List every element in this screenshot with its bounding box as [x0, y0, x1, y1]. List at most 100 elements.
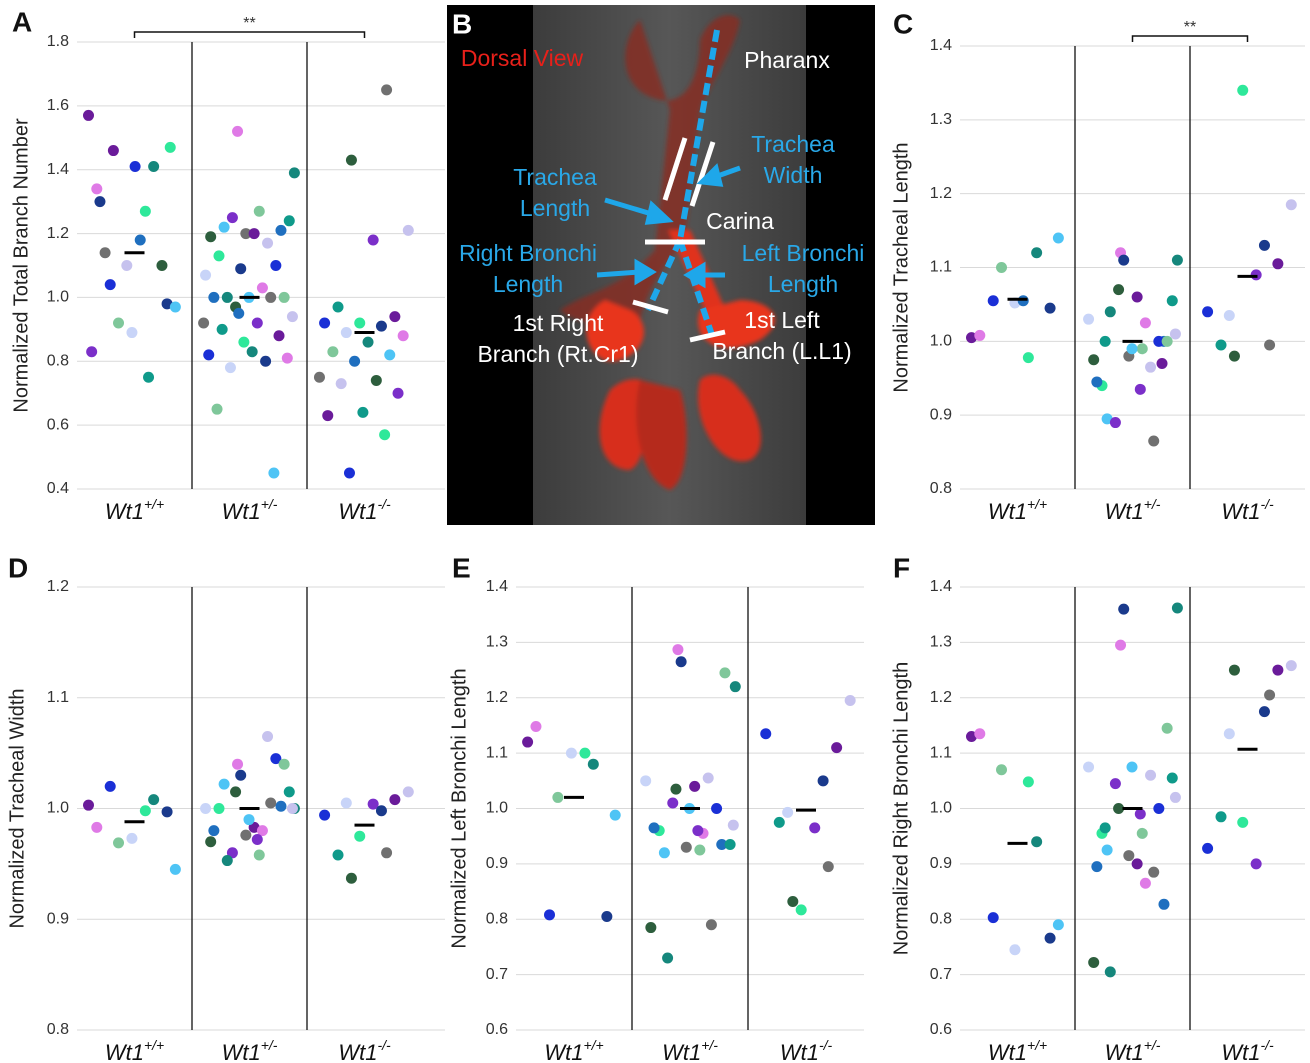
data-point: [262, 238, 273, 249]
data-point: [205, 231, 216, 242]
category-main: Wt1: [1221, 1040, 1260, 1063]
data-point: [91, 183, 102, 194]
data-point: [235, 263, 246, 274]
data-point: [1216, 811, 1227, 822]
data-point: [346, 873, 357, 884]
y-tick-label: 0.9: [930, 406, 952, 423]
image-label: 1st Right: [513, 310, 604, 336]
image-label: Dorsal View: [461, 45, 584, 71]
data-point: [1110, 778, 1121, 789]
data-point: [270, 260, 281, 271]
data-point: [1088, 957, 1099, 968]
data-point: [165, 142, 176, 153]
data-point: [333, 850, 344, 861]
data-point: [135, 234, 146, 245]
data-point: [640, 775, 651, 786]
data-point: [1259, 706, 1270, 717]
data-point: [212, 404, 223, 415]
data-point: [200, 803, 211, 814]
x-category-label: Wt1+/-: [1105, 496, 1161, 524]
data-point: [393, 388, 404, 399]
data-point: [1110, 417, 1121, 428]
significance-label: **: [1184, 19, 1196, 36]
category-main: Wt1: [1221, 499, 1260, 524]
data-point: [260, 356, 271, 367]
data-point: [1053, 232, 1064, 243]
data-point: [719, 667, 730, 678]
data-point: [601, 911, 612, 922]
significance-bracket: [1133, 36, 1248, 42]
data-point: [649, 822, 660, 833]
data-point: [996, 764, 1007, 775]
data-point: [357, 407, 368, 418]
data-point: [662, 953, 673, 964]
significance-label: **: [243, 15, 255, 32]
data-point: [254, 206, 265, 217]
data-point: [728, 820, 739, 831]
data-point: [140, 206, 151, 217]
data-point: [1251, 858, 1262, 869]
category-superscript: +/-: [1144, 496, 1161, 512]
data-point: [274, 330, 285, 341]
y-tick-label: 1.1: [930, 259, 952, 276]
data-point: [659, 847, 670, 858]
data-point: [232, 759, 243, 770]
data-point: [200, 270, 211, 281]
data-point: [588, 759, 599, 770]
y-tick-label: 1.4: [47, 161, 69, 178]
data-point: [1157, 358, 1168, 369]
data-point: [552, 792, 563, 803]
data-point: [249, 228, 260, 239]
data-point: [988, 295, 999, 306]
data-point: [376, 805, 387, 816]
data-point: [1259, 240, 1270, 251]
data-point: [1286, 199, 1297, 210]
image-label: Trachea: [513, 164, 597, 190]
data-point: [354, 317, 365, 328]
y-tick-label: 1.2: [47, 225, 69, 242]
panel-letter: F: [893, 552, 910, 583]
data-point: [1237, 85, 1248, 96]
data-point: [1167, 773, 1178, 784]
data-point: [782, 807, 793, 818]
y-tick-label: 1.4: [486, 578, 508, 595]
data-point: [252, 317, 263, 328]
x-category-label: Wt1-/-: [1221, 496, 1274, 524]
data-point: [105, 781, 116, 792]
category-main: Wt1: [988, 499, 1027, 524]
category-main: Wt1: [988, 1040, 1027, 1063]
data-point: [287, 311, 298, 322]
data-point: [156, 260, 167, 271]
data-point: [83, 110, 94, 121]
data-point: [845, 695, 856, 706]
y-tick-label: 0.9: [47, 910, 69, 927]
data-point: [1091, 376, 1102, 387]
image-label: Carina: [706, 208, 774, 234]
y-tick-label: 1.3: [486, 634, 508, 651]
data-point: [1031, 836, 1042, 847]
y-tick-label: 1.4: [930, 578, 952, 595]
category-main: Wt1: [662, 1040, 701, 1063]
category-superscript: -/-: [377, 496, 391, 512]
data-point: [203, 349, 214, 360]
category-superscript: +/-: [261, 1037, 278, 1053]
data-point: [233, 308, 244, 319]
data-point: [376, 321, 387, 332]
data-point: [796, 904, 807, 915]
y-tick-label: 1.2: [930, 689, 952, 706]
data-point: [232, 126, 243, 137]
category-superscript: +/+: [144, 496, 164, 512]
y-tick-label: 0.6: [486, 1021, 508, 1038]
data-point: [344, 468, 355, 479]
data-point: [667, 797, 678, 808]
x-category-label: Wt1-/-: [338, 496, 391, 524]
data-point: [1162, 336, 1173, 347]
data-point: [1237, 817, 1248, 828]
image-label: Length: [493, 271, 563, 297]
data-point: [974, 728, 985, 739]
data-point: [275, 801, 286, 812]
image-label: Pharanx: [744, 47, 830, 73]
data-point: [222, 855, 233, 866]
data-point: [1127, 343, 1138, 354]
data-point: [725, 839, 736, 850]
